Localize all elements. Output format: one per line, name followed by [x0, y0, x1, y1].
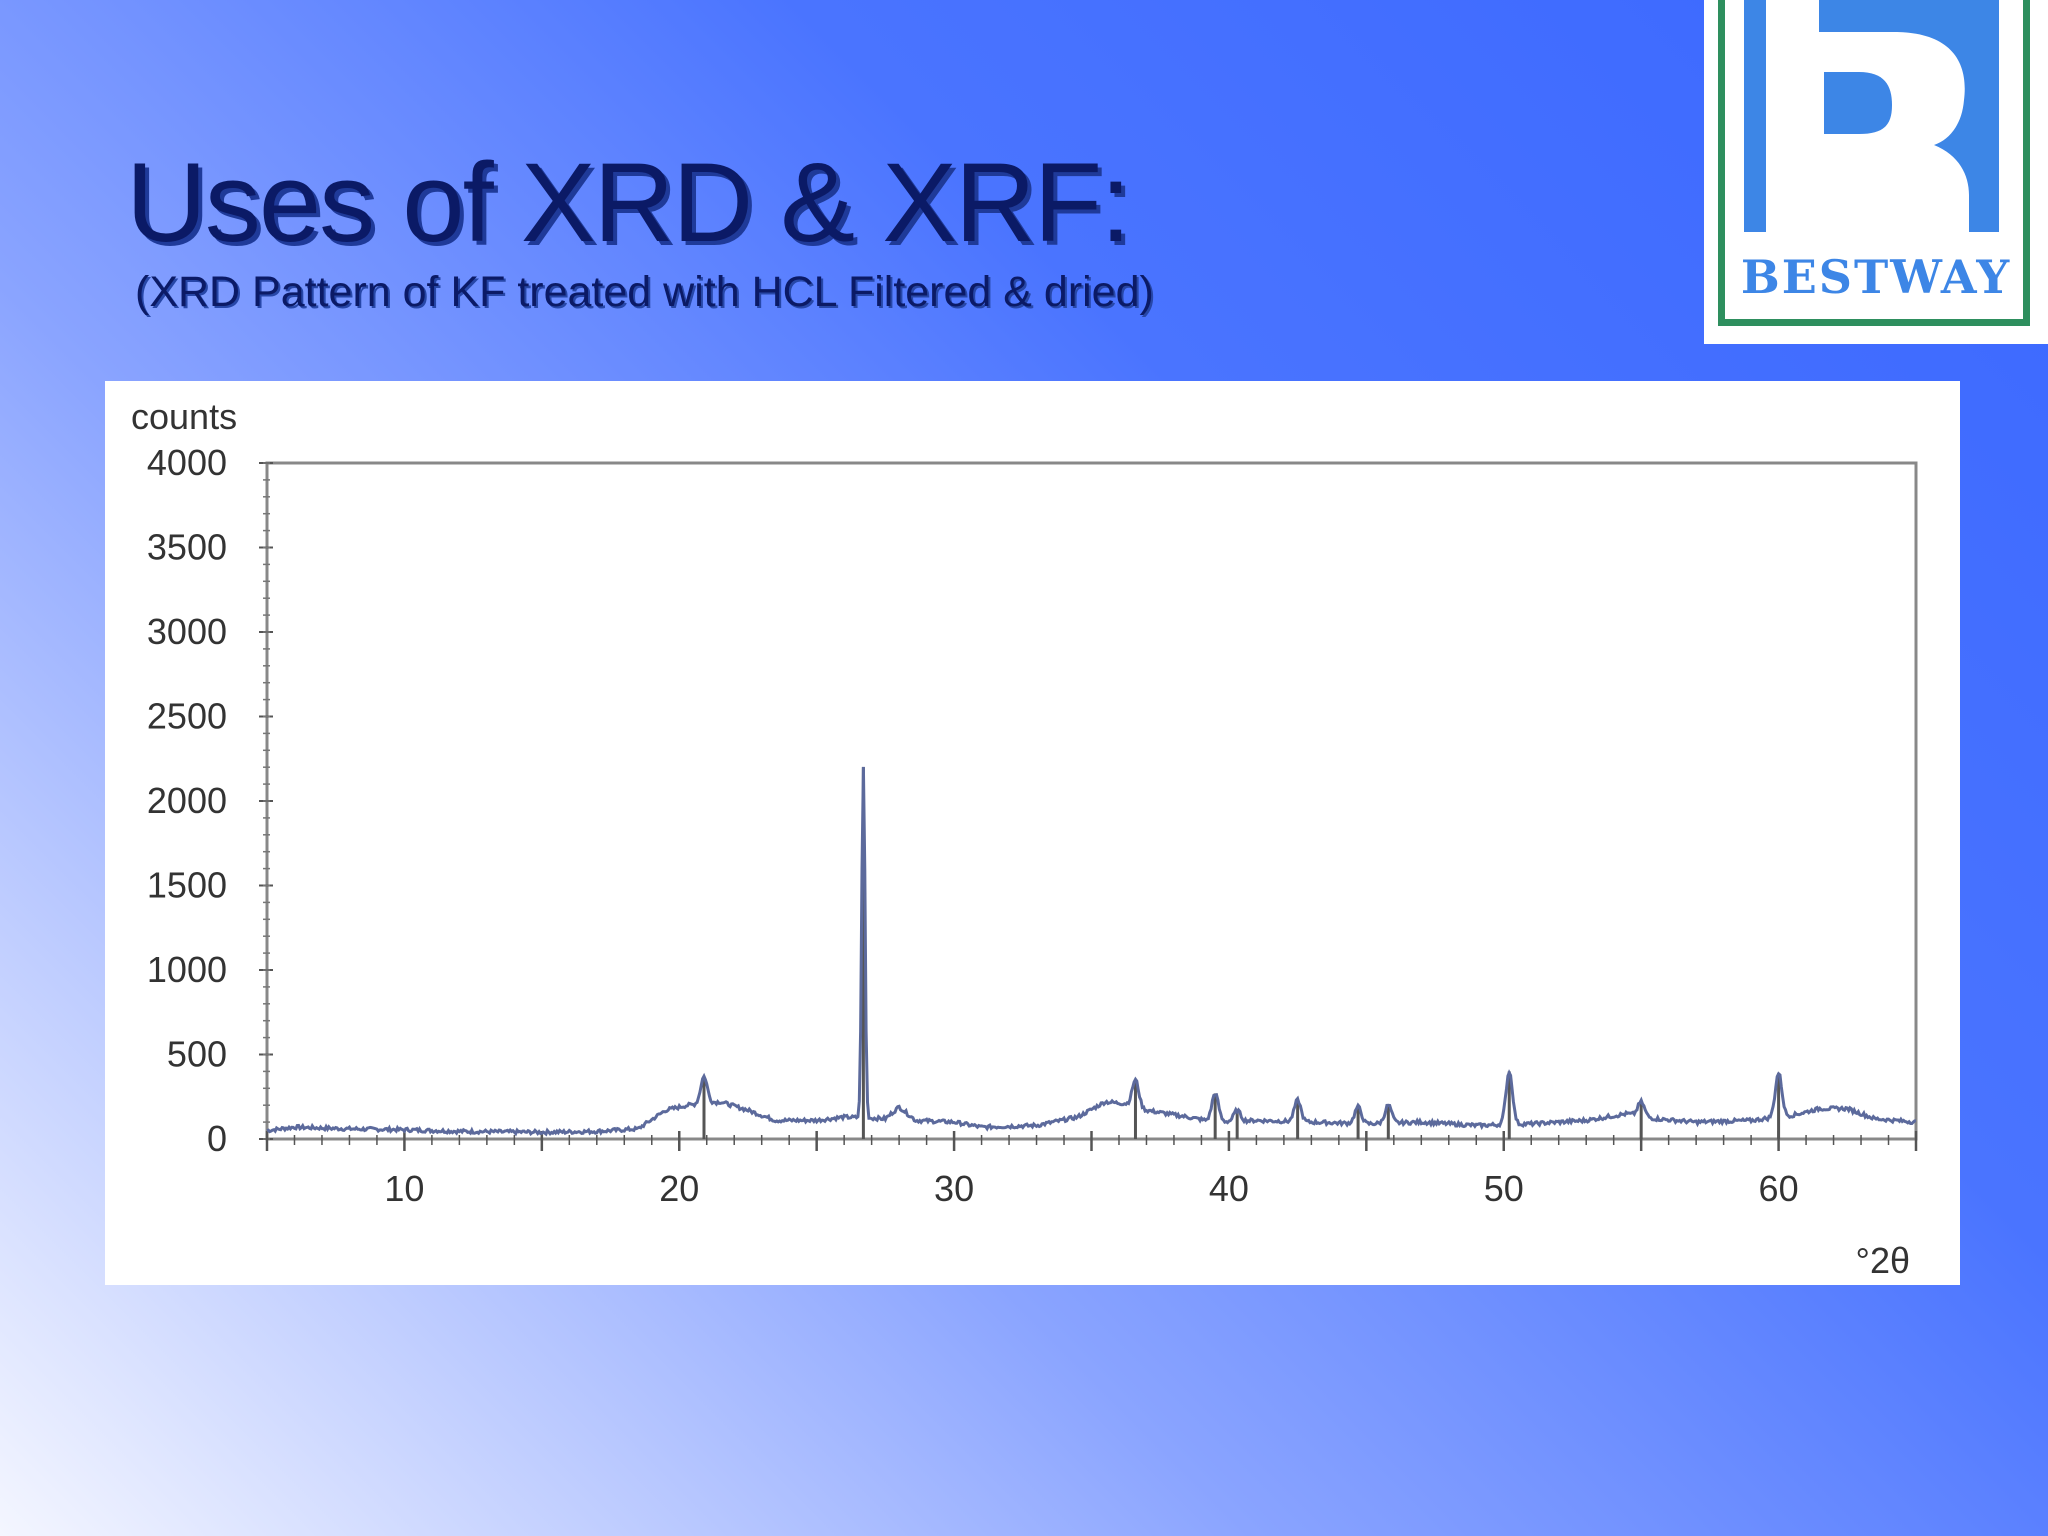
xrd-trace [266, 766, 1917, 1137]
y-tick-label: 1500 [147, 865, 227, 906]
y-tick-label: 0 [207, 1118, 227, 1159]
y-tick-label: 3500 [147, 527, 227, 568]
slide-subtitle: (XRD Pattern of KF treated with HCL Filt… [135, 268, 1154, 316]
x-tick-label: 10 [384, 1168, 424, 1209]
y-axis-label: counts [131, 396, 237, 437]
y-tick-label: 4000 [147, 442, 227, 483]
b-letter-logo-icon [1766, 0, 1969, 232]
y-tick-label: 2000 [147, 780, 227, 821]
x-tick-label: 40 [1209, 1168, 1249, 1209]
x-tick-label: 60 [1759, 1168, 1799, 1209]
x-tick-label: 50 [1484, 1168, 1524, 1209]
slide-title: Uses of XRD & XRF: [126, 140, 1131, 265]
x-axis: 10 20 30 40 50 60 [265, 1131, 1918, 1209]
xrd-chart: 0 500 1000 1500 2000 2500 3000 3500 4000 10 20 30 4… [105, 381, 1960, 1285]
logo-frame [1718, 0, 2030, 326]
x-tick-label: 20 [659, 1168, 699, 1209]
y-tick-label: 2500 [147, 696, 227, 737]
bestway-logo: BESTWAY [1704, 0, 2048, 344]
x-axis-label: °2θ [1856, 1240, 1910, 1281]
logo-text: BESTWAY [1740, 250, 2012, 304]
plot-frame [265, 461, 1918, 1141]
y-axis: 0 500 1000 1500 2000 2500 3000 3500 4000 [147, 442, 273, 1159]
x-tick-label: 30 [934, 1168, 974, 1209]
y-tick-label: 3000 [147, 611, 227, 652]
chart-canvas: 0 500 1000 1500 2000 2500 3000 3500 4000 10 20 30 4… [131, 396, 1918, 1281]
y-tick-label: 1000 [147, 949, 227, 990]
y-tick-label: 500 [167, 1034, 227, 1075]
